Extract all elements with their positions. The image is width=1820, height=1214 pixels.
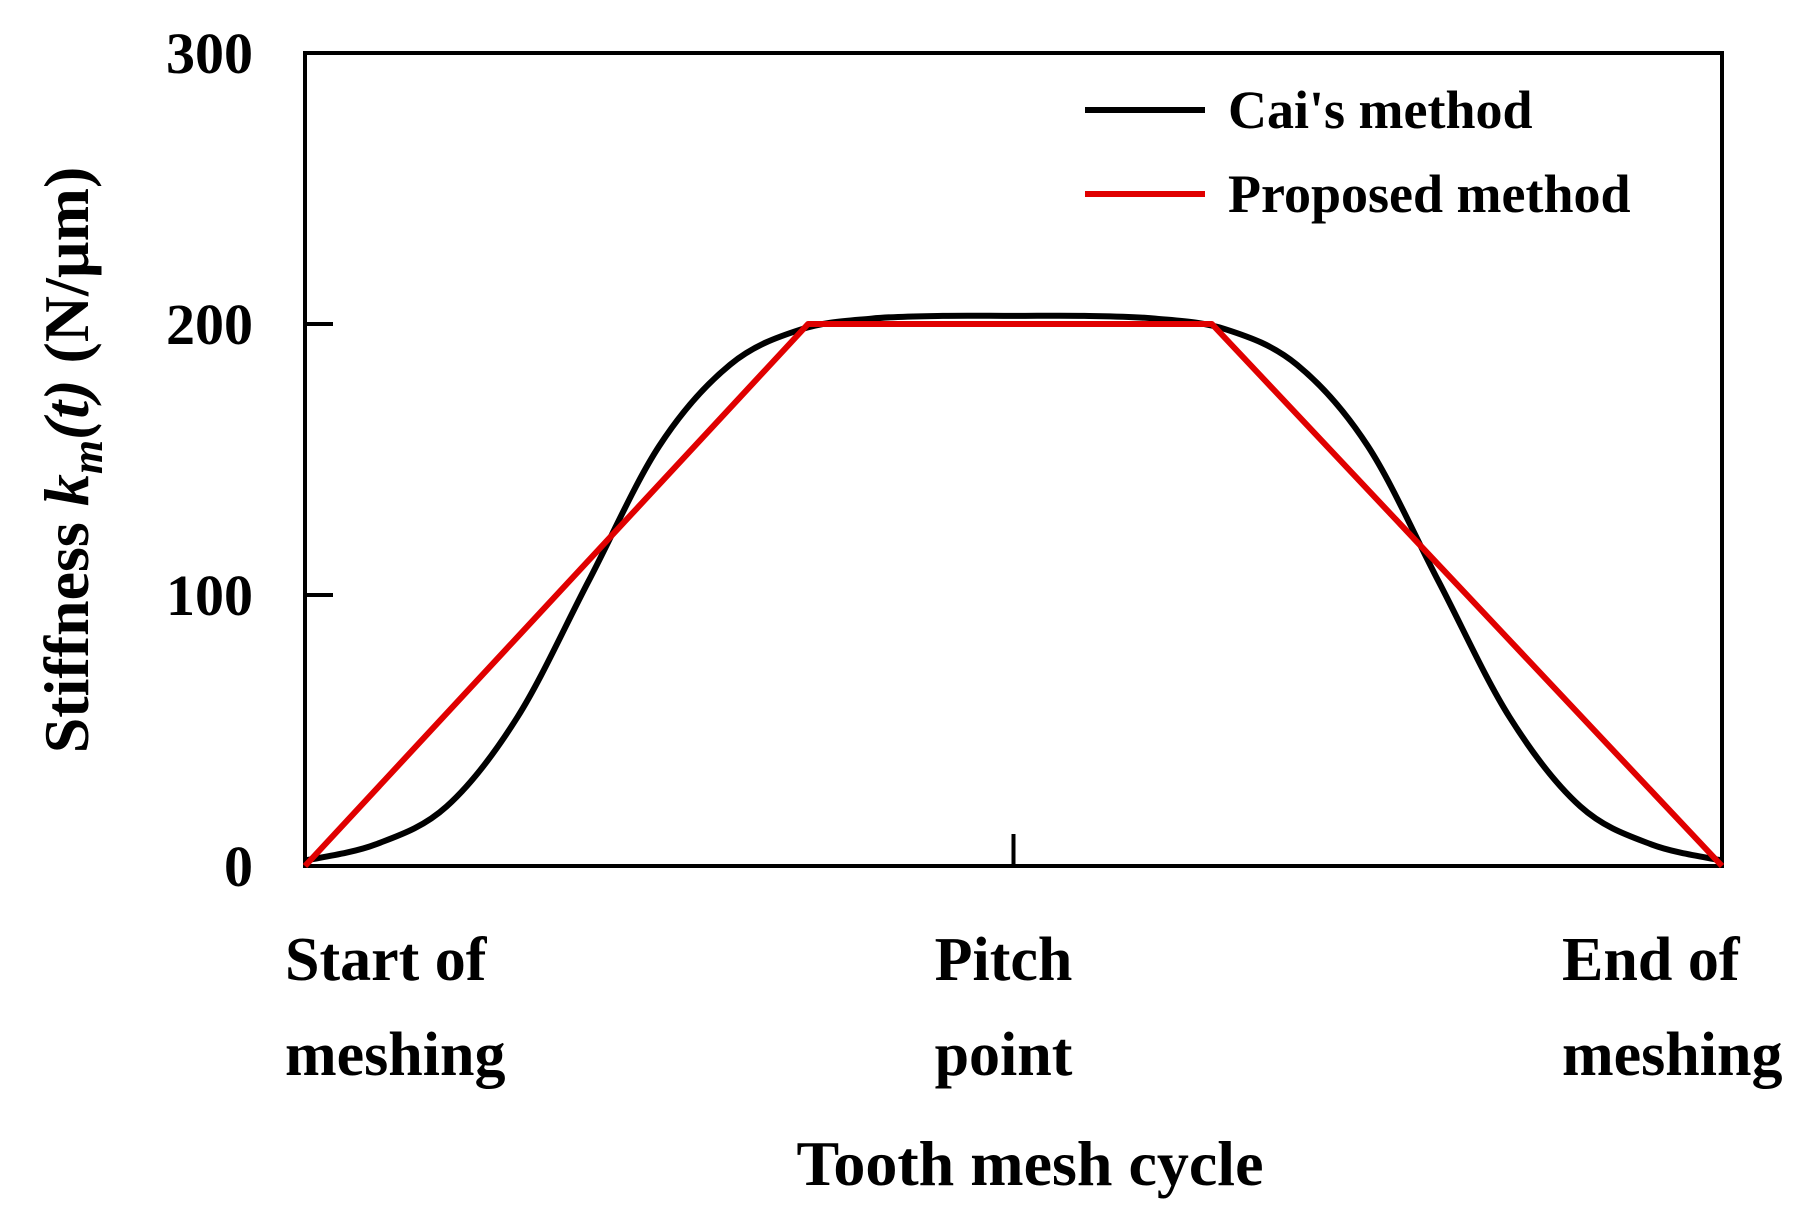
y-axis-tick-labels: 0 100 200 300 (166, 21, 253, 899)
x-category-label: End of (1562, 926, 1741, 994)
legend: Cai's method Proposed method (1085, 80, 1631, 224)
y-axis-title: Stiffness km(t) (N/µm) (31, 167, 112, 754)
x-axis-title: Tooth mesh cycle (797, 1128, 1264, 1199)
y-tick-label: 300 (166, 21, 253, 86)
x-category-label: meshing (285, 1021, 505, 1089)
x-axis-category-labels: Start of meshing Pitch point End of meshing (285, 926, 1782, 1089)
series-group (302, 312, 1725, 869)
y-tick-label: 0 (224, 834, 253, 899)
x-category-label: Start of (285, 926, 488, 994)
y-tick-label: 200 (166, 292, 253, 357)
series-line-cais-method (304, 312, 1723, 864)
x-category-label: point (935, 1021, 1073, 1089)
x-category-label: Pitch (935, 926, 1073, 994)
y-axis-title-subscript: m (63, 440, 112, 474)
y-tick-label: 100 (166, 563, 253, 628)
series-line-proposed-method (302, 321, 1725, 869)
y-axis-ticks (305, 51, 333, 868)
y-axis-title-arg: (t) (31, 380, 102, 440)
legend-label: Proposed method (1228, 164, 1631, 224)
x-category-label: meshing (1562, 1021, 1782, 1089)
y-axis-title-symbol: k (31, 474, 102, 506)
legend-label: Cai's method (1228, 80, 1533, 140)
y-axis-title-prefix: Stiffness (31, 506, 102, 753)
y-axis-title-unit: (N/µm) (31, 167, 102, 380)
